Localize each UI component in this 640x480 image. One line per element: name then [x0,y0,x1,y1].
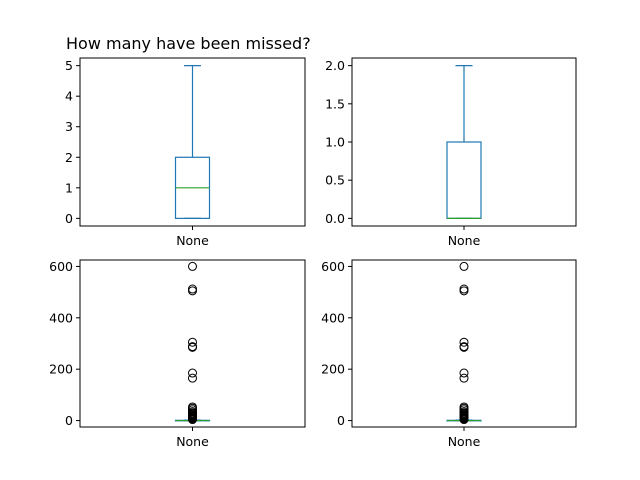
flier-point [188,284,197,294]
flier-point [188,368,197,378]
subplot-2: 0.0 0.5 1.0 1.5 2.0 None [325,57,577,248]
y-tick-label: 1 [65,180,73,195]
y-tick-label: 200 [49,362,73,377]
chart-title: How many have been missed? [66,34,311,53]
box [446,141,482,219]
y-tick-label: 0.0 [325,211,345,226]
y-tick-label: 600 [49,259,73,274]
x-tick-label: None [448,434,481,449]
y-tick-label: 0.5 [325,173,345,188]
flier-point [459,286,469,296]
flier-point [188,373,197,383]
subplot-3: 0 200 400 600 None [49,259,306,449]
y-tick-label: 1.0 [325,135,345,150]
flier-point [188,337,197,347]
flier-point [459,373,469,383]
flier-point [188,261,197,271]
x-tick-label: None [176,434,209,449]
flier-point [188,342,197,352]
y-tick-label: 0 [337,413,345,428]
flier-point [459,337,469,347]
y-tick-label: 400 [49,310,73,325]
subplot-4: 0 200 400 600 None [321,259,577,449]
y-tick-label: 3 [65,119,73,134]
x-tick-label: None [448,233,481,248]
y-tick-label: 4 [65,89,73,104]
y-tick-label: 1.5 [325,96,345,111]
y-tick-label: 0 [65,413,73,428]
y-tick-label: 5 [65,58,73,73]
flier-point [459,368,469,378]
flier-point [459,342,469,352]
flier-point [188,286,197,296]
y-tick-label: 400 [321,310,345,325]
y-tick-label: 2.0 [325,58,345,73]
subplot-1: 0 1 2 3 4 5 None [65,57,306,248]
flier-point [459,402,469,412]
y-tick-label: 2 [65,150,73,165]
y-tick-label: 0 [65,211,73,226]
flier-point [459,284,469,294]
flier-point [459,261,469,271]
y-tick-label: 200 [321,362,345,377]
flier-point [188,402,197,412]
x-tick-label: None [176,233,209,248]
y-tick-label: 600 [321,259,345,274]
